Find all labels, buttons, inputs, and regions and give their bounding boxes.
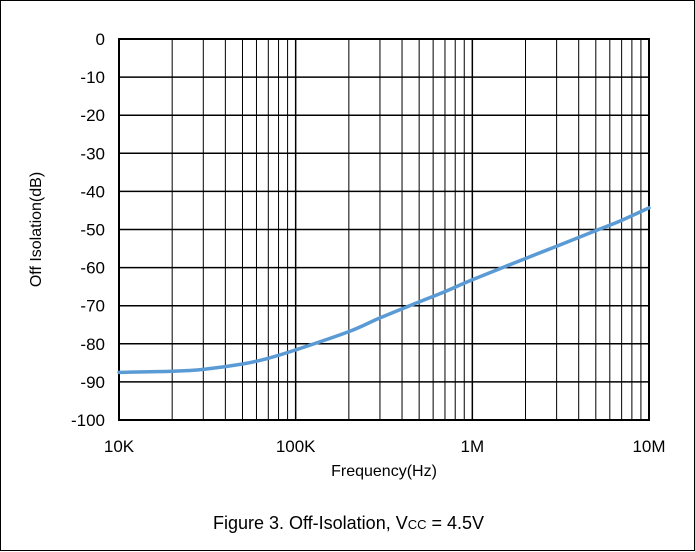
- grid-lines: [118, 38, 650, 421]
- y-tick-label: -100: [71, 411, 105, 430]
- caption-suffix: = 4.5V: [426, 513, 485, 533]
- x-tick-label: 10M: [632, 437, 665, 456]
- y-tick-label: -50: [80, 221, 105, 240]
- x-axis-title: Frequency(Hz): [331, 463, 437, 480]
- y-tick-label: 0: [96, 30, 105, 49]
- series-lines: [117, 206, 651, 375]
- y-tick-label: -30: [80, 144, 105, 163]
- plot-area: [118, 38, 650, 421]
- y-axis-title: Off Isolation(dB): [28, 172, 45, 287]
- x-tick-label: 1M: [461, 437, 485, 456]
- caption-prefix: Figure 3. Off-Isolation, V: [212, 513, 408, 533]
- y-tick-label: -70: [80, 297, 105, 316]
- caption-subscript: CC: [407, 517, 427, 532]
- tick-labels: 0 -10 -20 -30 -40 -50 -60 -70 -80 -90 -100 10K 100K 1…: [71, 30, 666, 456]
- y-tick-label: -90: [80, 373, 105, 392]
- figure-caption: Figure 3. Off-Isolation, VCC = 4.5V: [1, 513, 695, 534]
- y-tick-label: -80: [80, 335, 105, 354]
- y-tick-label: -20: [80, 106, 105, 125]
- y-tick-label: -40: [80, 182, 105, 201]
- x-tick-label: 100K: [276, 437, 316, 456]
- y-tick-label: -10: [80, 68, 105, 87]
- x-tick-label: 10K: [104, 437, 135, 456]
- y-tick-label: -60: [80, 259, 105, 278]
- series-line: [117, 206, 651, 375]
